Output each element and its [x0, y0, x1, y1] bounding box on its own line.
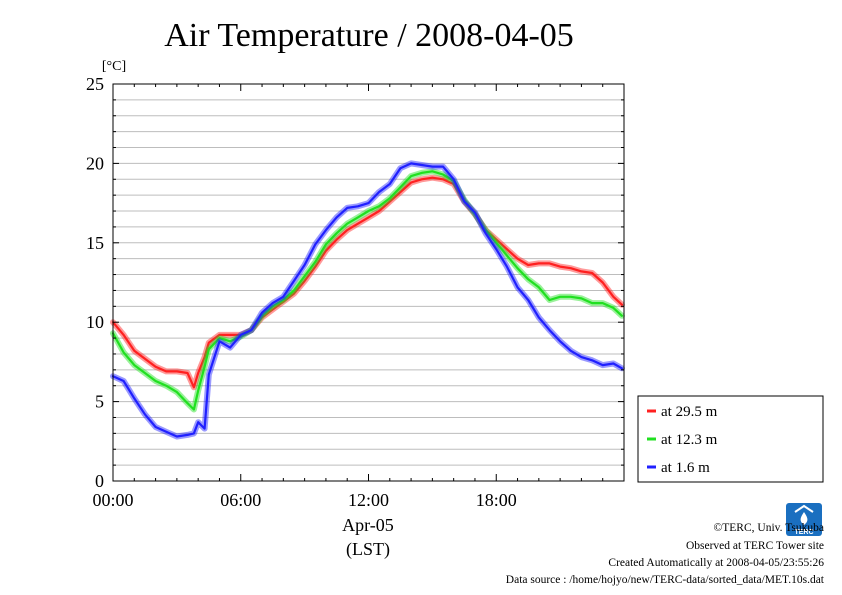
data-source-text: Data source : /home/hojyo/new/TERC-data/… — [506, 574, 825, 586]
series-lines — [110, 160, 625, 440]
x-axis-date-label: Apr-05 — [342, 515, 394, 535]
axis-ticks: 0 5 10 15 20 25 00:00 06:00 12:00 18:00 — [86, 74, 625, 510]
created-text: Created Automatically at 2008-04-05/23:5… — [608, 557, 824, 569]
y-tick-label: 15 — [86, 233, 104, 253]
chart-title: Air Temperature / 2008-04-05 — [164, 17, 574, 54]
logo-mark — [794, 504, 814, 513]
legend: at 29.5 m at 12.3 m at 1.6 m — [637, 395, 824, 483]
y-tick-label: 20 — [86, 153, 104, 173]
legend-item: at 1.6 m — [661, 460, 710, 476]
series-line — [111, 170, 624, 411]
plot-frame — [112, 83, 625, 482]
y-axis-unit: [°C] — [102, 59, 126, 74]
legend-item: at 29.5 m — [661, 404, 718, 420]
y-tick-label: 25 — [86, 74, 104, 94]
legend-item: at 12.3 m — [661, 432, 718, 448]
terc-logo: TERC — [786, 503, 822, 536]
x-tick-label: 06:00 — [220, 490, 261, 510]
copyright-text: ©TERC, Univ. Tsukuba — [714, 522, 824, 534]
series-line — [111, 176, 624, 389]
x-tick-label: 12:00 — [348, 490, 389, 510]
x-tick-label: 00:00 — [92, 490, 133, 510]
drop-icon — [800, 512, 808, 525]
site-text: Observed at TERC Tower site — [686, 540, 824, 552]
grid-lines — [113, 99, 624, 466]
legend-box — [637, 395, 824, 483]
y-tick-label: 5 — [95, 392, 104, 412]
series-line — [111, 162, 624, 438]
y-tick-label: 0 — [95, 471, 104, 491]
y-tick-label: 10 — [86, 312, 104, 332]
logo-text: TERC — [794, 529, 813, 536]
x-axis-zone-label: (LST) — [346, 539, 390, 560]
x-tick-label: 18:00 — [476, 490, 517, 510]
